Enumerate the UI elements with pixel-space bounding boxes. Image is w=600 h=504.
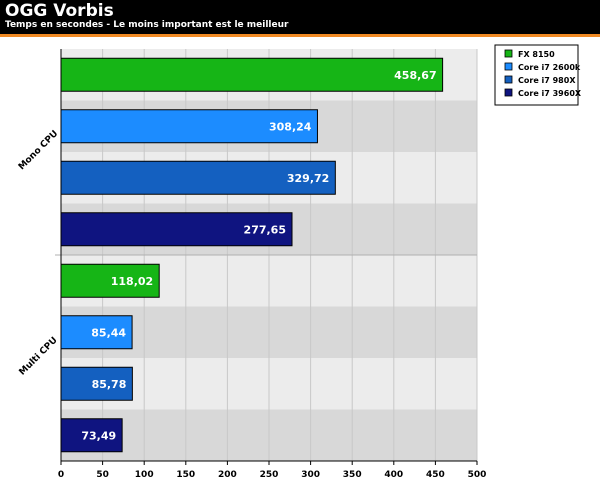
bar [60, 160, 336, 195]
x-tick-label: 0 [58, 470, 64, 480]
bar [60, 315, 133, 350]
accent-stripe [0, 34, 600, 37]
bar-value-label: 458,67 [394, 69, 436, 82]
bar-value-label: 277,65 [244, 223, 286, 236]
legend-swatch [504, 49, 513, 58]
legend-label: Core i7 980X [518, 76, 576, 85]
bar [60, 109, 318, 144]
chart-area: 0 50 100 150 200 250 300 350 400 450 500 458,67 308,… [0, 37, 600, 500]
legend-swatch [504, 75, 513, 84]
bar [60, 212, 293, 247]
legend-label: FX 8150 [518, 50, 555, 59]
x-tick-label: 250 [260, 470, 279, 480]
chart-title: OGG Vorbis [5, 1, 114, 21]
x-tick-label: 100 [135, 470, 154, 480]
x-tick-label: 500 [468, 470, 487, 480]
bar [60, 418, 123, 453]
x-tick-label: 350 [343, 470, 362, 480]
x-tick-label: 300 [301, 470, 320, 480]
legend-label: Core i7 2600k [518, 63, 581, 72]
legend-swatch [504, 88, 513, 97]
bar [60, 263, 160, 298]
bar [60, 57, 444, 92]
chart-header: OGG Vorbis Temps en secondes - Le moins … [0, 0, 600, 34]
bar-value-label: 73,49 [81, 429, 116, 442]
x-tick-label: 450 [426, 470, 445, 480]
bar-value-label: 118,02 [111, 275, 153, 288]
category-label: Multi CPU [18, 336, 60, 378]
bar-chart: 0 50 100 150 200 250 300 350 400 450 500 458,67 308,… [17, 44, 582, 480]
x-tick-label: 50 [96, 470, 109, 480]
x-tick-label: 200 [218, 470, 237, 480]
bar-value-label: 85,44 [91, 326, 126, 339]
legend-label: Core i7 3960X [518, 89, 582, 98]
bar-value-label: 329,72 [287, 172, 329, 185]
bar-value-label: 308,24 [269, 120, 312, 133]
category-label: Mono CPU [17, 129, 60, 172]
x-tick-label: 150 [176, 470, 195, 480]
legend-swatch [504, 62, 513, 71]
bar [60, 366, 133, 401]
chart-subtitle: Temps en secondes - Le moins important e… [5, 20, 289, 30]
bar-value-label: 85,78 [92, 378, 127, 391]
x-tick-label: 400 [384, 470, 403, 480]
